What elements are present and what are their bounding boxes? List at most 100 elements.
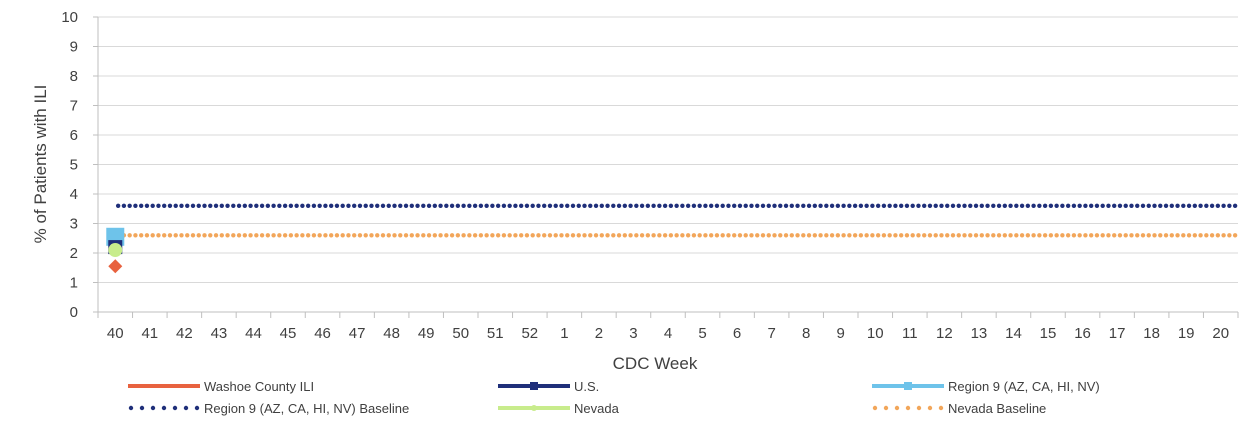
baseline-dot [196, 233, 201, 238]
baseline-dot [708, 233, 714, 238]
baseline-dot [628, 203, 633, 208]
baseline-dot [334, 233, 340, 238]
x-tick-label: 18 [1143, 325, 1160, 342]
baseline-dot [190, 203, 196, 208]
baseline-dot [115, 203, 121, 208]
legend-swatch-dot [128, 405, 134, 411]
baseline-dot [864, 233, 869, 238]
baseline-dot [288, 233, 294, 238]
baseline-dot [386, 233, 391, 238]
baseline-dot [1077, 203, 1082, 208]
baseline-dot [760, 233, 766, 238]
baseline-dot [1065, 233, 1071, 238]
baseline-dot [219, 233, 224, 238]
baseline-dot [1129, 233, 1134, 238]
x-tick-label: 6 [733, 325, 741, 342]
baseline-dot [438, 233, 443, 238]
baseline-dot [305, 233, 311, 238]
x-tick-label: 9 [837, 325, 845, 342]
baseline-dot [518, 233, 524, 238]
x-tick-label: 4 [664, 325, 672, 342]
baseline-dot [1181, 203, 1186, 208]
baseline-dot [766, 233, 771, 238]
baseline-dot [732, 233, 737, 238]
y-tick-label: 4 [70, 186, 78, 203]
baseline-dot [1112, 233, 1117, 238]
baseline-dot [818, 233, 823, 238]
baseline-dot [467, 233, 472, 238]
baseline-dot [1146, 233, 1151, 238]
x-tick-label: 42 [176, 325, 193, 342]
x-tick-label: 7 [767, 325, 775, 342]
baseline-dot [674, 203, 679, 208]
legend-item: U.S. [498, 379, 599, 394]
baseline-dot [703, 203, 708, 208]
x-tick-label: 10 [867, 325, 884, 342]
baseline-dot [150, 233, 155, 238]
baseline-dot [1198, 233, 1203, 238]
baseline-dot [167, 233, 173, 238]
baseline-dot [680, 203, 685, 208]
baseline-dot [697, 233, 702, 238]
baseline-dot [328, 203, 334, 208]
baseline-dot [1152, 203, 1157, 208]
x-tick-label: 49 [418, 325, 435, 342]
baseline-dot [795, 203, 800, 208]
baseline-dot [426, 203, 432, 208]
baseline-dot [1031, 233, 1036, 238]
baseline-dot [806, 233, 812, 238]
baseline-dot [645, 203, 651, 208]
baseline-dot [1088, 203, 1094, 208]
baseline-dot [766, 203, 771, 208]
baseline-dot [167, 203, 173, 208]
baseline-dot [1175, 203, 1180, 208]
x-tick-label: 17 [1109, 325, 1126, 342]
baseline-dot [1140, 203, 1146, 208]
x-tick-label: 41 [141, 325, 158, 342]
baseline-dot [242, 233, 248, 238]
baseline-dot [1169, 203, 1174, 208]
baseline-dot [150, 203, 155, 208]
y-tick-label: 1 [70, 275, 78, 292]
baseline-dot [317, 233, 322, 238]
baseline-dot [789, 203, 794, 208]
baseline-dot [945, 233, 950, 238]
baseline-dot [939, 233, 944, 238]
baseline-dot [1037, 203, 1042, 208]
baseline-dot [369, 203, 374, 208]
baseline-dot [346, 233, 351, 238]
baseline-dot [495, 233, 501, 238]
legend-swatch-dot [150, 405, 156, 411]
baseline-dot [743, 203, 748, 208]
baseline-dot [127, 203, 132, 208]
x-tick-label: 19 [1178, 325, 1195, 342]
x-tick-label: 11 [902, 325, 918, 342]
x-tick-label: 15 [1040, 325, 1057, 342]
baseline-dot [185, 233, 190, 238]
baseline-dot [380, 233, 386, 238]
baseline-dot [852, 233, 858, 238]
baseline-dot [801, 203, 806, 208]
baseline-dot [588, 203, 593, 208]
baseline-dot [605, 203, 610, 208]
baseline-dot [783, 233, 789, 238]
baseline-dot [1094, 203, 1100, 208]
baseline-dot [898, 233, 904, 238]
baseline-dot [662, 233, 668, 238]
x-tick-label: 48 [383, 325, 400, 342]
x-tick-label: 40 [107, 325, 124, 342]
baseline-dot [1094, 233, 1100, 238]
baseline-dot [254, 233, 259, 238]
baseline-dot [1158, 233, 1163, 238]
baseline-dot [1019, 233, 1025, 238]
baseline-dot [651, 203, 656, 208]
baseline-dot [818, 203, 823, 208]
baseline-dot [847, 233, 852, 238]
baseline-dot [472, 233, 478, 238]
baseline-dot [875, 203, 881, 208]
x-tick-label: 44 [245, 325, 262, 342]
baseline-dot [484, 233, 489, 238]
baseline-dot [536, 203, 541, 208]
baseline-dot [778, 203, 783, 208]
baseline-dot [265, 233, 271, 238]
